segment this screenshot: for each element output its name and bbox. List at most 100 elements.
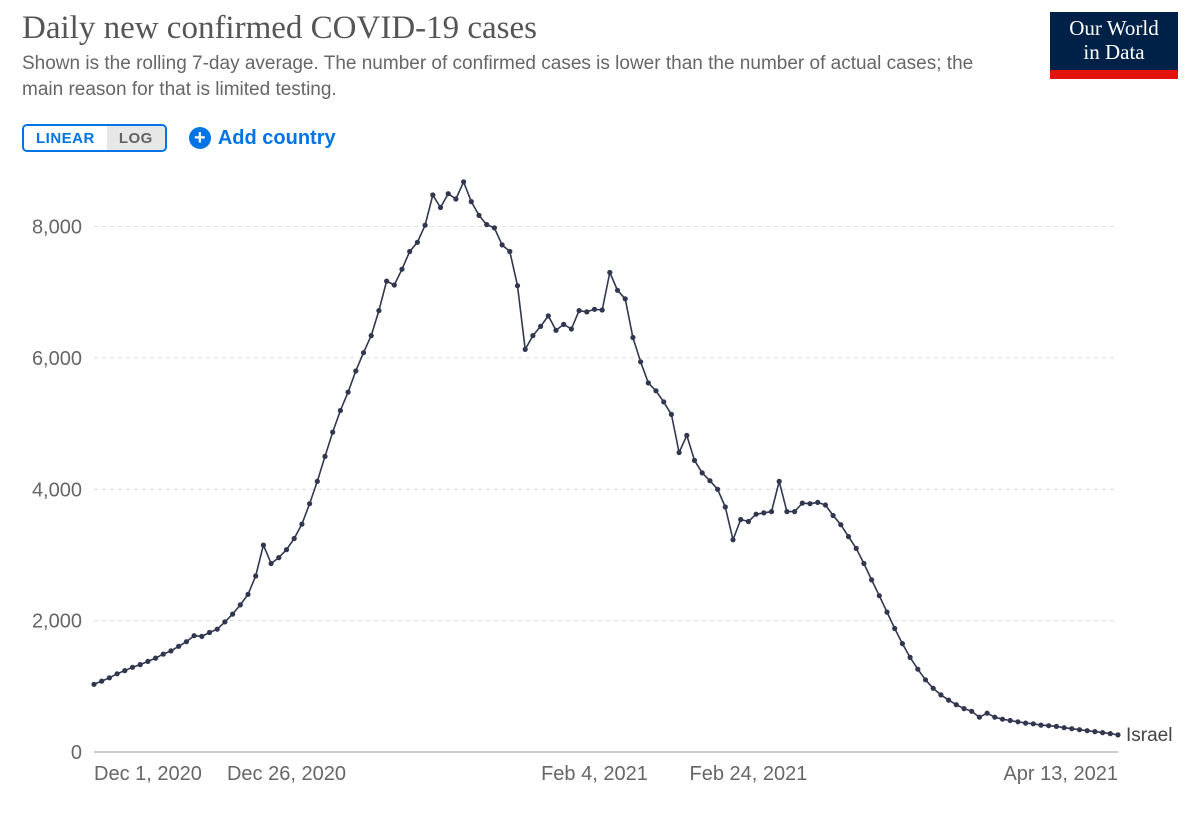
data-point [1038, 723, 1043, 728]
data-point [784, 509, 789, 514]
data-point [122, 668, 127, 673]
data-point [376, 308, 381, 313]
data-point [946, 698, 951, 703]
data-point [1054, 724, 1059, 729]
data-point [507, 249, 512, 254]
data-point [1085, 728, 1090, 733]
data-point [438, 205, 443, 210]
data-point [908, 655, 913, 660]
data-point [569, 327, 574, 332]
data-point [245, 592, 250, 597]
data-point [538, 324, 543, 329]
data-point [292, 536, 297, 541]
data-point [738, 517, 743, 522]
data-point [892, 626, 897, 631]
x-tick-label: Feb 4, 2021 [541, 763, 648, 785]
data-point [1015, 719, 1020, 724]
scale-log-tab[interactable]: LOG [107, 126, 165, 150]
data-point [138, 662, 143, 667]
data-point [931, 686, 936, 691]
data-point [846, 534, 851, 539]
data-point [707, 478, 712, 483]
scale-toggle[interactable]: LINEAR LOG [22, 124, 167, 152]
data-point [677, 450, 682, 455]
x-tick-label: Apr 13, 2021 [1003, 763, 1118, 785]
add-country-button[interactable]: + Add country [189, 127, 336, 150]
data-point [638, 359, 643, 364]
data-point [938, 693, 943, 698]
scale-linear-tab[interactable]: LINEAR [24, 126, 107, 150]
data-point [1000, 717, 1005, 722]
data-point [261, 543, 266, 548]
data-point [723, 505, 728, 510]
data-point [954, 702, 959, 707]
data-point [107, 675, 112, 680]
data-point [399, 267, 404, 272]
data-point [877, 593, 882, 598]
series-markers-israel [91, 180, 1120, 738]
data-point [1062, 725, 1067, 730]
data-point [546, 314, 551, 319]
data-point [330, 430, 335, 435]
data-point [715, 487, 720, 492]
data-point [1100, 730, 1105, 735]
data-point [315, 479, 320, 484]
data-point [584, 310, 589, 315]
data-point [607, 270, 612, 275]
data-point [176, 644, 181, 649]
data-point [353, 369, 358, 374]
data-point [577, 308, 582, 313]
data-point [530, 333, 535, 338]
data-point [977, 715, 982, 720]
data-point [269, 561, 274, 566]
data-point [823, 503, 828, 508]
series-label-israel[interactable]: Israel [1126, 725, 1172, 746]
x-tick-label: Dec 1, 2020 [94, 763, 202, 785]
data-point [346, 390, 351, 395]
data-point [669, 412, 674, 417]
data-point [384, 279, 389, 284]
data-point [145, 659, 150, 664]
data-point [592, 307, 597, 312]
data-point [492, 226, 497, 231]
line-chart: 02,0004,0006,0008,000Dec 1, 2020Dec 26, … [22, 162, 1178, 802]
data-point [730, 537, 735, 542]
series-line-israel [94, 182, 1118, 735]
data-point [230, 612, 235, 617]
data-point [199, 634, 204, 639]
data-point [561, 322, 566, 327]
data-point [361, 350, 366, 355]
y-tick-label: 2,000 [32, 611, 82, 633]
y-tick-label: 8,000 [32, 217, 82, 239]
data-point [915, 667, 920, 672]
data-point [284, 547, 289, 552]
chart-title: Daily new confirmed COVID-19 cases [22, 10, 1030, 47]
data-point [299, 522, 304, 527]
data-point [1069, 726, 1074, 731]
data-point [515, 283, 520, 288]
data-point [130, 665, 135, 670]
data-point [192, 633, 197, 638]
data-point [115, 671, 120, 676]
data-point [815, 500, 820, 505]
data-point [869, 578, 874, 583]
data-point [831, 513, 836, 518]
data-point [153, 656, 158, 661]
data-point [884, 610, 889, 615]
data-point [369, 333, 374, 338]
data-point [500, 243, 505, 248]
data-point [900, 641, 905, 646]
data-point [600, 308, 605, 313]
data-point [423, 223, 428, 228]
data-point [1008, 718, 1013, 723]
data-point [523, 347, 528, 352]
data-point [961, 706, 966, 711]
data-point [985, 711, 990, 716]
data-point [630, 335, 635, 340]
data-point [684, 433, 689, 438]
data-point [769, 509, 774, 514]
data-point [653, 388, 658, 393]
data-point [646, 381, 651, 386]
header-row: Daily new confirmed COVID-19 cases Shown… [22, 10, 1178, 102]
data-point [754, 512, 759, 517]
